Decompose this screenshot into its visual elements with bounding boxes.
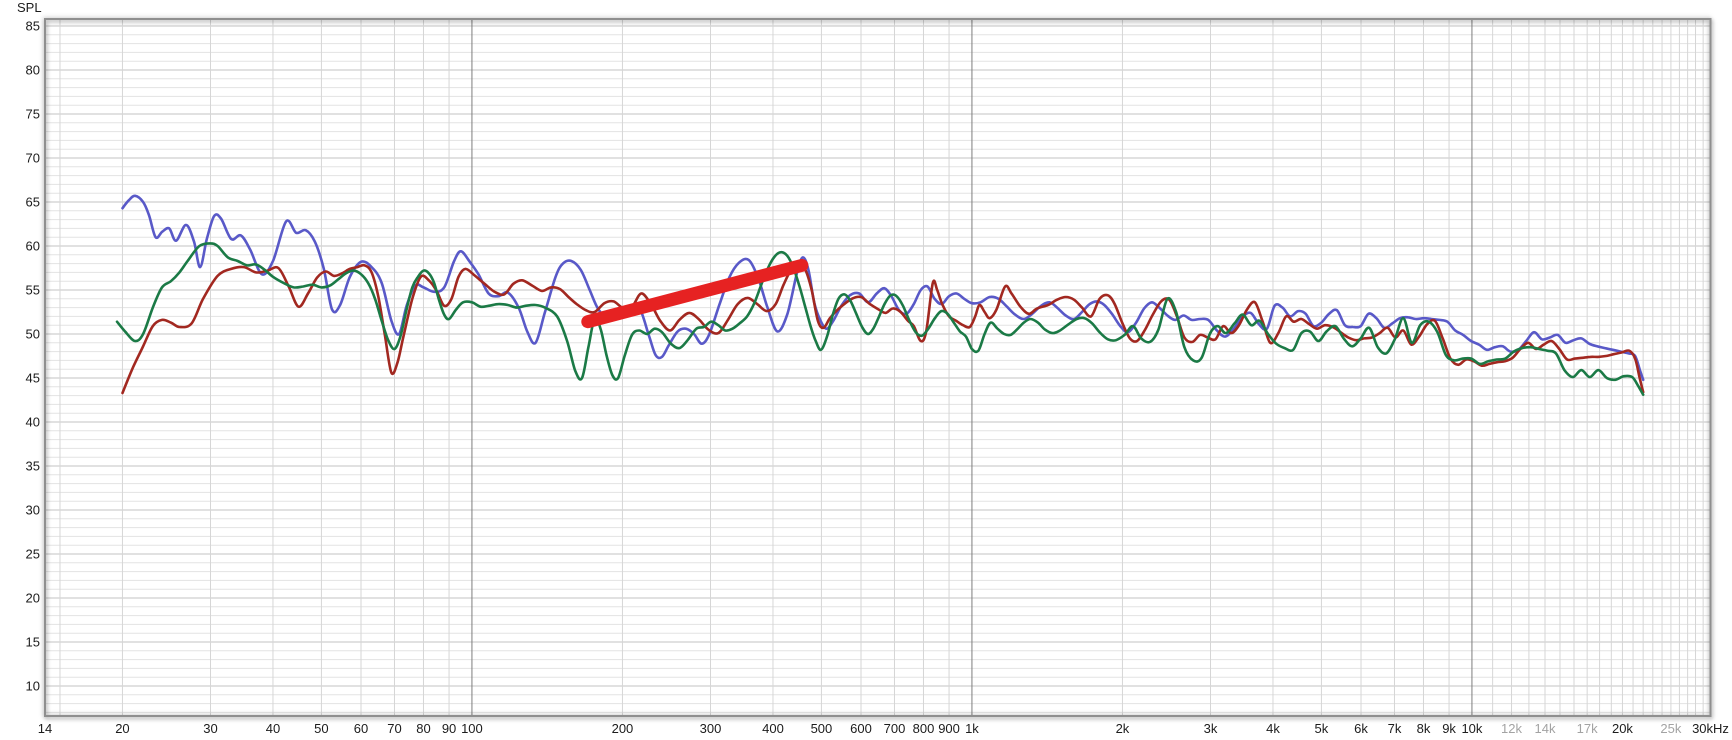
x-tick-label-14: 14 (38, 721, 52, 736)
y-tick-label: 25 (26, 547, 40, 562)
x-tick-label-7k: 7k (1388, 721, 1402, 736)
y-tick-label: 50 (26, 327, 40, 342)
red-marker-line (581, 258, 809, 329)
x-tick-label-12k: 12k (1501, 721, 1522, 736)
y-tick-label: 30 (26, 503, 40, 518)
x-tick-label-600: 600 (850, 721, 872, 736)
x-tick-label-900: 900 (938, 721, 960, 736)
y-tick-label: 80 (26, 63, 40, 78)
x-tick-label-1k: 1k (965, 721, 979, 736)
x-tick-label-30kHz: 30kHz (1692, 721, 1729, 736)
x-tick-label-80: 80 (416, 721, 430, 736)
y-tick-label: 70 (26, 151, 40, 166)
x-tick-label-90: 90 (442, 721, 456, 736)
x-tick-label-200: 200 (612, 721, 634, 736)
green-trace (115, 242, 1645, 396)
x-tick-label-25k: 25k (1660, 721, 1681, 736)
x-tick-label-60: 60 (354, 721, 368, 736)
blue-trace (121, 194, 1645, 382)
x-tick-label-400: 400 (762, 721, 784, 736)
y-tick-label: 40 (26, 415, 40, 430)
y-tick-label: 75 (26, 107, 40, 122)
x-tick-label-30: 30 (203, 721, 217, 736)
x-tick-label-2k: 2k (1116, 721, 1130, 736)
y-tick-label: 65 (26, 195, 40, 210)
y-tick-label: 60 (26, 239, 40, 254)
y-tick-label: 45 (26, 371, 40, 386)
x-tick-label-800: 800 (913, 721, 935, 736)
x-tick-label-5k: 5k (1315, 721, 1329, 736)
x-tick-label-20: 20 (115, 721, 129, 736)
x-tick-label-700: 700 (884, 721, 906, 736)
x-tick-label-100: 100 (461, 721, 483, 736)
x-tick-label-50: 50 (314, 721, 328, 736)
plot-area (45, 19, 1711, 716)
y-tick-label: 35 (26, 459, 40, 474)
x-tick-label-8k: 8k (1417, 721, 1431, 736)
x-tick-label-14k: 14k (1535, 721, 1556, 736)
x-tick-label-20k: 20k (1612, 721, 1633, 736)
x-tick-label-3k: 3k (1204, 721, 1218, 736)
plot-border (44, 18, 1712, 717)
x-tick-label-70: 70 (387, 721, 401, 736)
y-tick-label: 20 (26, 591, 40, 606)
y-tick-label: 10 (26, 679, 40, 694)
y-tick-label: 15 (26, 635, 40, 650)
y-tick-label: 85 (26, 19, 40, 34)
y-tick-label: 55 (26, 283, 40, 298)
red-trace (121, 263, 1645, 395)
x-tick-label-500: 500 (811, 721, 833, 736)
x-tick-label-6k: 6k (1354, 721, 1368, 736)
x-tick-label-9k: 9k (1442, 721, 1456, 736)
x-tick-label-17k: 17k (1577, 721, 1598, 736)
x-tick-label-10k: 10k (1461, 721, 1482, 736)
x-tick-label-300: 300 (700, 721, 722, 736)
y-axis-title: SPL (17, 0, 42, 15)
x-tick-label-4k: 4k (1266, 721, 1280, 736)
x-tick-label-40: 40 (266, 721, 280, 736)
